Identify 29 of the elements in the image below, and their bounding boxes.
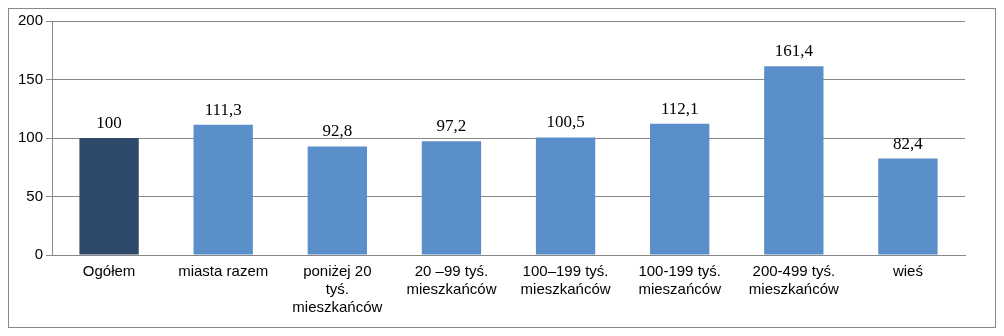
x-tick-label: wieś [891, 262, 923, 280]
x-tick-label: Ogółem [82, 262, 136, 280]
data-label: 92,8 [322, 121, 353, 141]
x-tick-label: 200-499 tyś. mieszkańców [748, 262, 839, 298]
bar [764, 66, 824, 255]
y-tick-label: 150 [18, 69, 44, 87]
data-label: 100 [96, 112, 122, 132]
data-label: 100,5 [546, 112, 585, 132]
x-tick-label: poniżej 20 tyś. mieszkańców [292, 262, 383, 316]
data-label: 111,3 [204, 99, 242, 119]
y-tick-label: 200 [18, 11, 44, 29]
x-tick-label: 100-199 tyś. mieszańców [638, 262, 722, 298]
y-tick-label: 100 [18, 128, 44, 146]
data-label: 161,4 [774, 41, 814, 61]
bar [650, 123, 710, 255]
x-tick-label: 100–199 tyś. mieszkańców [520, 262, 611, 298]
data-label: 82,4 [893, 133, 924, 153]
y-tick-label: 50 [26, 186, 44, 204]
y-tick-label: 0 [34, 245, 44, 263]
x-tick-label: 20 –99 tyś. mieszkańców [406, 262, 497, 298]
bar [878, 158, 938, 255]
bar [79, 138, 139, 255]
data-label: 112,1 [660, 98, 699, 118]
bar [193, 124, 253, 255]
bar [307, 146, 367, 255]
bar [535, 137, 596, 255]
x-tick-label: miasta razem [178, 262, 269, 280]
data-label: 97,2 [436, 116, 467, 136]
bar [421, 141, 482, 255]
